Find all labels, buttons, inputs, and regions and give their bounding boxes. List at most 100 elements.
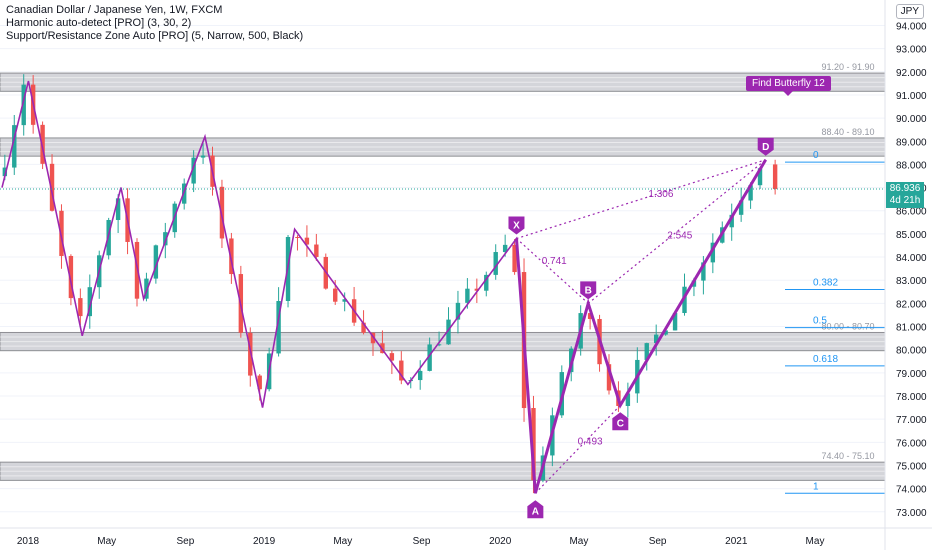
pattern-point-label: B [585,285,592,296]
candle-body [342,299,347,302]
candle-body [200,155,206,158]
y-tick-label: 93.000 [896,45,927,56]
y-tick-label: 85.000 [896,230,927,241]
y-tick-label: 77.000 [896,415,927,426]
time-axis[interactable]: 2018 May Sep 2019 May Sep 2020 May Sep 2021 May [0,527,932,547]
candle-body [370,332,376,344]
candle-body [474,288,480,291]
candle-body [427,344,432,371]
x-tick-label: Sep [649,536,667,547]
candle-body [729,214,734,228]
candle-body [417,370,423,381]
candle-body [304,237,310,245]
candle-body [115,198,121,220]
x-tick-label: May [569,536,588,547]
candle-body [49,163,55,211]
candle-body [2,167,8,177]
pattern-point-x[interactable]: X [508,216,525,235]
candle-body [446,319,451,345]
y-tick-label: 90.000 [896,114,927,125]
grid [0,24,885,513]
candle-body [531,408,536,481]
candle-body [219,186,225,239]
candle-body [229,238,234,275]
candle-body [21,84,26,126]
y-tick-label: 73.000 [896,508,927,519]
fib-label: 0.382 [813,277,838,288]
y-tick-label: 79.000 [896,369,927,380]
candle-body [68,255,74,299]
indicator-sr-zone[interactable]: Support/Resistance Zone Auto [PRO] (5, N… [6,30,304,42]
candle-body [78,298,83,317]
zone-label: 80.00 - 80.70 [821,321,874,331]
candle-body [772,164,778,190]
candle-body [191,157,196,184]
price-axis[interactable]: 73.000 74.000 75.000 76.000 77.000 78.000 79.0… [884,0,927,550]
x-tick-label: 2020 [489,536,512,547]
candle-body [257,375,262,390]
fib-label: 0 [813,150,819,161]
candle-body [757,168,763,186]
y-tick-label: 83.000 [896,276,927,287]
pattern-point-b[interactable]: B [580,281,597,300]
y-tick-label: 91.000 [896,91,927,102]
pattern-ratio-line [534,404,621,494]
candle-body [587,313,593,319]
candle-body [493,252,498,275]
candle-body [710,242,716,263]
candle-body [606,364,612,391]
symbol-title: Canadian Dollar / Japanese Yen, 1W, FXCM [6,4,223,16]
candle-body [653,334,659,344]
candle-body [333,288,338,302]
zone-label: 88.40 - 89.10 [821,127,874,137]
x-tick-label: 2019 [253,536,276,547]
candle-body [672,313,678,331]
x-tick-label: May [97,536,116,547]
pattern-point-d[interactable]: D [757,137,774,156]
candle-body [436,344,442,346]
x-tick-label: May [806,536,825,547]
pattern-point-marker [527,500,544,519]
pattern-badge[interactable]: Find Butterfly 12 [746,76,831,97]
candle-body [738,200,744,215]
candle-body [361,322,366,333]
pattern-point-a[interactable]: A [527,500,544,519]
candle-body [276,300,281,354]
harmonic-pattern[interactable]: 0.741 1.306 2.545 0.493 X A B C D [508,137,774,519]
candle-body [748,185,753,201]
zone-label: 91.20 - 91.90 [821,62,874,72]
candle-body [663,330,668,335]
y-tick-label: 82.000 [896,299,927,310]
candle-body [701,262,706,281]
candle-body [248,332,253,376]
y-tick-label: 81.000 [896,323,927,334]
y-tick-label: 80.000 [896,346,927,357]
pattern-point-c[interactable]: C [612,412,629,431]
fib-levels: 0 0.382 0.5 0.618 1 [785,150,885,494]
pattern-point-marker [580,281,597,300]
y-tick-label: 88.000 [896,160,927,171]
candle-body [144,278,149,299]
indicator-harmonic[interactable]: Harmonic auto-detect [PRO] (3, 30, 2) [6,17,192,29]
pattern-ratio-line [516,238,589,304]
y-tick-label: 89.000 [896,137,927,148]
candle-body [455,302,461,320]
x-tick-label: 2021 [725,536,748,547]
currency-label[interactable]: JPY [895,4,924,19]
zone-label: 74.40 - 75.10 [821,451,874,461]
pattern-ratio-label: 0.741 [542,256,567,267]
candle-body [314,244,319,257]
candle-body [295,236,300,238]
pattern-point-label: C [617,418,624,429]
pattern-point-marker [757,137,774,156]
pattern-ratio-label: 0.493 [578,437,603,448]
candle-body [502,244,508,253]
pattern-point-marker [508,216,525,235]
x-tick-label: Sep [177,536,195,547]
candle-body [484,274,489,291]
fib-label: 0.5 [813,316,827,327]
sr-zones: 91.20 - 91.90 88.40 - 89.10 80.00 - 80.70 7… [0,62,886,481]
chart-legend: Canadian Dollar / Japanese Yen, 1W, FXCM… [6,4,303,43]
y-tick-label: 74.000 [896,485,927,496]
